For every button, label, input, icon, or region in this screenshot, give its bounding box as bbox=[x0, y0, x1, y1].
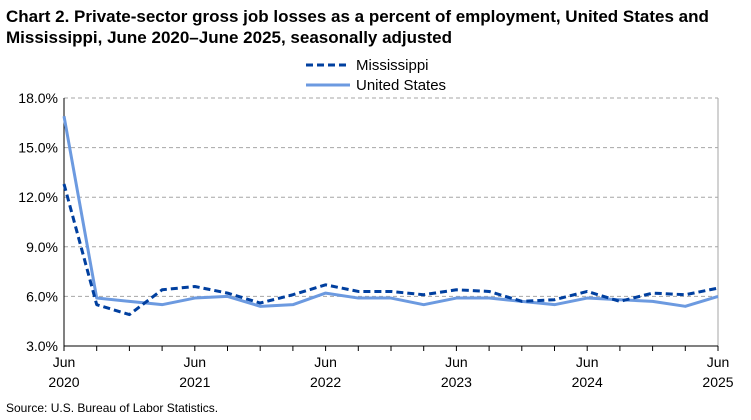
x-tick-label-month: Jun bbox=[53, 354, 76, 370]
x-tick-label-year: 2024 bbox=[572, 374, 603, 390]
chart-title: Chart 2. Private-sector gross job losses… bbox=[6, 7, 709, 47]
y-tick-label: 12.0% bbox=[18, 189, 58, 205]
x-tick-label-month: Jun bbox=[445, 354, 468, 370]
y-tick-label: 18.0% bbox=[18, 90, 58, 106]
x-tick-label-month: Jun bbox=[184, 354, 207, 370]
x-tick-label-month: Jun bbox=[314, 354, 337, 370]
x-tick-label-year: 2023 bbox=[441, 374, 472, 390]
series-line-united-states bbox=[62, 115, 719, 308]
x-tick-label-month: Jun bbox=[707, 354, 730, 370]
legend-label: Mississippi bbox=[356, 57, 429, 74]
y-tick-label: 3.0% bbox=[26, 338, 58, 354]
x-tick-label-year: 2021 bbox=[179, 374, 210, 390]
y-tick-label: 6.0% bbox=[26, 288, 58, 304]
x-tick-label-month: Jun bbox=[576, 354, 599, 370]
x-tick-label-year: 2025 bbox=[702, 374, 733, 390]
y-tick-label: 9.0% bbox=[26, 239, 58, 255]
x-tick-label-year: 2020 bbox=[48, 374, 79, 390]
y-tick-label: 15.0% bbox=[18, 140, 58, 156]
x-tick-label-year: 2022 bbox=[310, 374, 341, 390]
source-note: Source: U.S. Bureau of Labor Statistics. bbox=[6, 401, 219, 415]
series-line-mississippi bbox=[62, 183, 719, 317]
legend-label: United States bbox=[356, 77, 446, 94]
